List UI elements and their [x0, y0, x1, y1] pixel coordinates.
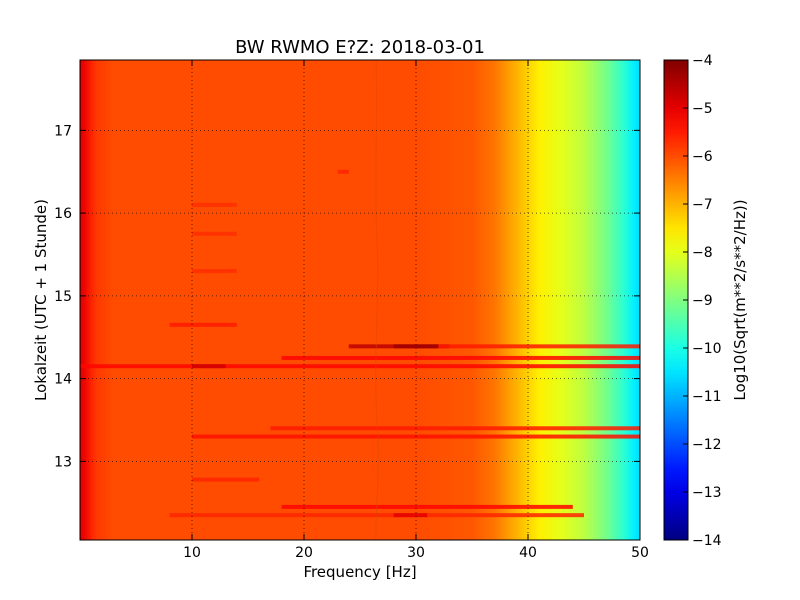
colorbar-tick-label: −11 — [692, 389, 722, 405]
colorbar-tick-label: −5 — [692, 101, 713, 117]
chart-title: BW RWMO E?Z: 2018-03-01 — [235, 37, 485, 58]
spectrogram-stripe — [281, 355, 640, 360]
y-tick-label: 16 — [54, 206, 72, 222]
spectrogram-stripe — [281, 504, 573, 509]
y-tick-label: 15 — [54, 289, 72, 305]
spectrogram-stripe — [270, 426, 640, 431]
colorbar: −4 −5 −6 −7 −8 −9 −10 −11 −12 −13 −14 Log10(Sqrt(m… — [663, 53, 749, 549]
spectrogram-stripe — [192, 202, 237, 207]
spectrogram-stripe — [192, 477, 260, 482]
spectrogram-stripe — [192, 231, 237, 236]
x-tick-label: 50 — [631, 545, 649, 561]
colorbar-tick-label: −14 — [692, 533, 722, 549]
y-tick-label: 13 — [54, 454, 72, 470]
spectrogram-stripe — [393, 513, 428, 518]
x-tick-label: 30 — [407, 545, 425, 561]
colorbar-tick-label: −6 — [692, 149, 713, 165]
colorbar-label: Log10(Sqrt(m**2/s**2/Hz)) — [731, 199, 749, 400]
x-tick-label: 10 — [183, 545, 201, 561]
spectrogram-stripe — [393, 344, 439, 349]
low-frequency-band — [80, 60, 92, 540]
spectrogram-background — [80, 60, 640, 540]
y-axis-label: Lokalzeit (UTC + 1 Stunde) — [32, 199, 50, 401]
spectrogram-stripe — [438, 344, 640, 349]
plot-frame — [79, 59, 641, 541]
spectrogram-stripe — [80, 364, 640, 369]
spectrogram-stripe — [337, 169, 349, 174]
colorbar-tick-label: −12 — [692, 437, 722, 453]
spectrogram-stripe — [192, 269, 237, 274]
colorbar-tick-label: −8 — [692, 245, 713, 261]
colorbar-tick-label: −10 — [692, 341, 722, 357]
wandering-line — [375, 59, 379, 541]
x-axis-ticks: 10 20 30 40 50 — [183, 60, 649, 561]
y-axis-ticks: 13 14 15 16 17 — [54, 123, 640, 470]
colorbar-tick-label: −7 — [692, 197, 713, 213]
plot-area: 10 20 30 40 50 13 14 15 16 17 — [54, 59, 649, 561]
colorbar-tick-label: −4 — [692, 53, 713, 69]
spectrogram-stripe — [192, 364, 226, 369]
colorbar-ticks: −4 −5 −6 −7 −8 −9 −10 −11 −12 −13 −14 — [683, 53, 722, 549]
colorbar-tick-label: −13 — [692, 485, 722, 501]
x-tick-label: 40 — [519, 545, 537, 561]
y-tick-label: 14 — [54, 372, 72, 388]
x-axis-label: Frequency [Hz] — [303, 563, 416, 581]
grid-lines — [80, 60, 640, 540]
x-tick-label: 20 — [295, 545, 313, 561]
y-tick-label: 17 — [54, 123, 72, 139]
colorbar-tick-label: −9 — [692, 293, 713, 309]
spectrogram-stripe — [169, 322, 237, 327]
